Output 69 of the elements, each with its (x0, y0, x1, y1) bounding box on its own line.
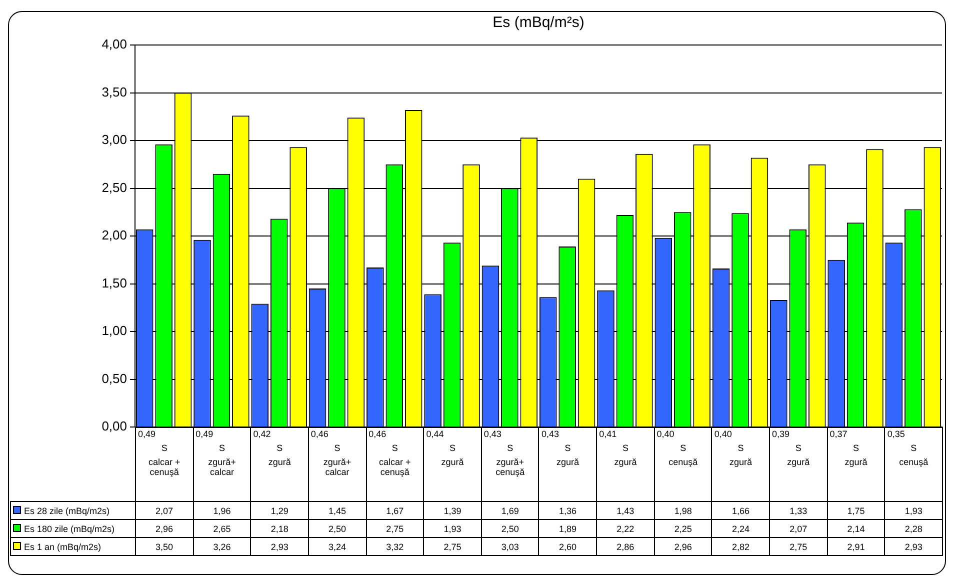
chart-title: Es (mBq/m²s) (492, 14, 586, 31)
data-label: 1,39 (424, 502, 482, 520)
data-label: 3,32 (366, 538, 424, 556)
x-tick-label: 0,40 S cenuşă (656, 428, 699, 469)
data-label: 2,18 (250, 520, 308, 538)
x-tick-label: 0,46 S zgură+ calcar (310, 428, 352, 479)
x-tick-label: 0,44 S zgură (425, 428, 465, 469)
data-label: 1,45 (308, 502, 366, 520)
data-label: 2,96 (136, 520, 194, 538)
data-label: 1,43 (596, 502, 654, 520)
data-label: 1,93 (424, 520, 482, 538)
data-label: 1,36 (538, 502, 597, 520)
data-label: 2,91 (827, 538, 885, 556)
data-label: 1,67 (366, 502, 424, 520)
data-label: 1,69 (481, 502, 539, 520)
data-label: 2,07 (770, 520, 828, 538)
legend-label: Es 1 an (mBq/m2s) (10, 538, 136, 556)
data-label: 1,66 (712, 502, 770, 520)
data-label: 1,89 (538, 520, 597, 538)
data-label: 2,93 (884, 538, 942, 556)
data-label: 3,50 (136, 538, 194, 556)
y-tick-label: 1,50 (102, 275, 127, 290)
data-label: 2,82 (712, 538, 770, 556)
data-label: 2,14 (827, 520, 885, 538)
x-tick-label: 0,49 S zgură+ calcar (194, 428, 237, 479)
data-label: 2,25 (654, 520, 712, 538)
legend-label: Es 180 zile (mBq/m2s) (10, 520, 136, 538)
data-label: 1,98 (654, 502, 712, 520)
x-tick-label: 0,41 S zgură (598, 428, 638, 469)
y-tick-label: 0,50 (102, 370, 127, 386)
x-tick-label: 0,35 S cenuşă (886, 428, 930, 469)
data-label: 2,24 (712, 520, 770, 538)
data-label: 2,75 (424, 538, 482, 556)
data-label: 2,75 (366, 520, 424, 538)
y-tick-label: 0,00 (102, 418, 127, 434)
data-label: 2,75 (770, 538, 828, 556)
x-tick-label: 0,43 S zgură+ cenuşă (482, 428, 526, 479)
data-label: 2,60 (538, 538, 597, 556)
data-label: 2,50 (308, 520, 366, 538)
data-label: 1,96 (193, 502, 251, 520)
x-tick-label: 0,40 S zgură (713, 428, 753, 469)
x-tick-label: 0,42 S zgură (252, 428, 292, 469)
data-label: 2,07 (136, 502, 194, 520)
data-label: 1,33 (770, 502, 828, 520)
data-label: 2,50 (481, 520, 539, 538)
x-tick-label: 0,37 S zgură (828, 428, 868, 469)
y-tick-label: 2,50 (102, 180, 127, 195)
y-tick-label: 2,00 (102, 228, 127, 243)
data-label: 3,03 (481, 538, 539, 556)
y-tick-label: 4,00 (102, 36, 127, 52)
data-label: 2,93 (250, 538, 308, 556)
data-label: 1,93 (884, 502, 942, 520)
legend-label: Es 28 zile (mBq/m2s) (10, 502, 136, 520)
x-tick-label: 0,49 S calcar + cenuşă (137, 428, 182, 479)
data-label: 2,22 (596, 520, 654, 538)
data-label: 1,29 (250, 502, 308, 520)
data-label: 1,75 (827, 502, 885, 520)
x-tick-label: 0,46 S calcar + cenuşă (368, 428, 412, 479)
data-label: 3,26 (193, 538, 251, 556)
data-label: 2,28 (884, 520, 942, 538)
data-label: 2,65 (193, 520, 251, 538)
x-tick-label: 0,39 S zgură (771, 428, 811, 469)
y-tick-label: 3,50 (102, 84, 127, 100)
data-label: 3,24 (308, 538, 366, 556)
data-label: 2,96 (654, 538, 712, 556)
y-tick-label: 1,00 (102, 323, 127, 338)
data-label: 2,86 (596, 538, 654, 556)
y-tick-label: 3,00 (102, 132, 127, 148)
x-tick-label: 0,43 S zgură (540, 428, 580, 469)
